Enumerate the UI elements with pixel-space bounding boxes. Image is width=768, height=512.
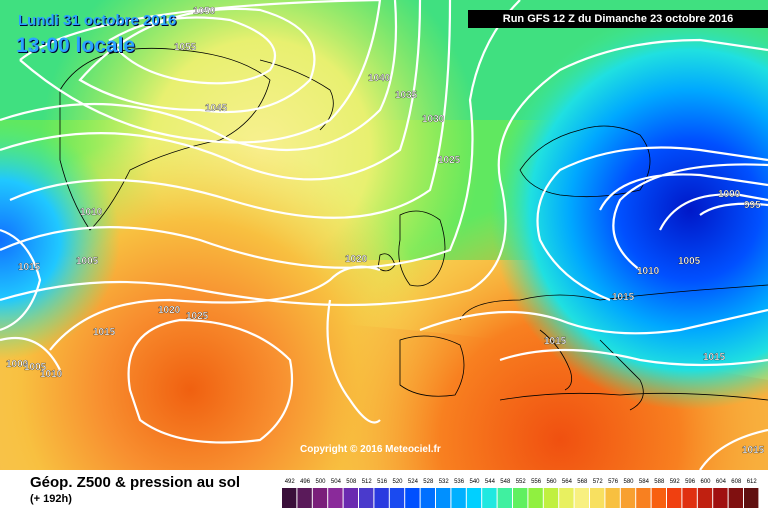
isobar-label: 1050	[193, 6, 216, 17]
scale-swatch	[574, 488, 589, 508]
model-run-label: Run GFS 12 Z du Dimanche 23 octobre 2016	[468, 10, 768, 28]
scale-label: 564	[562, 479, 573, 485]
legend-subtitle: (+ 192h)	[30, 493, 72, 505]
scale-swatch	[297, 488, 312, 508]
scale-label: 572	[593, 479, 604, 485]
scale-swatch	[343, 488, 358, 508]
scale-swatch	[543, 488, 559, 508]
scale-swatch	[682, 488, 697, 508]
forecast-date: Lundi 31 octobre 2016	[18, 12, 177, 29]
scale-swatch	[328, 488, 343, 508]
isobar-label: 1055	[174, 42, 197, 53]
scale-label: 580	[623, 479, 634, 485]
isobar-label: 1045	[205, 103, 228, 114]
scale-label: 592	[670, 479, 681, 485]
scale-label: 492	[285, 479, 296, 485]
scale-swatch	[482, 488, 497, 508]
scale-label: 596	[685, 479, 696, 485]
scale-swatch	[744, 488, 759, 508]
scale-swatch	[513, 488, 528, 508]
weather-map: 1050 1055 1045 1040 1035 1030 1025 1020 …	[0, 0, 768, 470]
scale-label: 600	[700, 479, 711, 485]
scale-label: 544	[485, 479, 496, 485]
scale-label: 568	[577, 479, 588, 485]
copyright-text: Copyright © 2016 Meteociel.fr	[300, 444, 441, 455]
isobar-label: 1005	[678, 256, 701, 267]
scale-swatch	[605, 488, 620, 508]
scale-label: 496	[300, 479, 311, 485]
scale-label: 524	[408, 479, 419, 485]
isobar-label: 1035	[395, 90, 418, 101]
scale-swatch	[497, 488, 512, 508]
color-scale: 492 496 500 504 508 512 516 520 524 528 532 536 540 5…	[282, 479, 759, 508]
scale-swatch	[620, 488, 636, 508]
scale-label: 528	[423, 479, 434, 485]
scale-label: 532	[439, 479, 450, 485]
scale-label: 588	[654, 479, 665, 485]
scale-label: 536	[454, 479, 465, 485]
isobar-label: 1010	[40, 369, 63, 380]
scale-swatch	[651, 488, 666, 508]
forecast-time: 13:00 locale	[16, 34, 136, 57]
isobar-label: 1015	[612, 292, 635, 303]
scale-label: 508	[346, 479, 357, 485]
scale-swatch	[451, 488, 466, 508]
scale-label: 552	[516, 479, 527, 485]
isobar-label: 1015	[742, 445, 765, 456]
scale-swatch	[389, 488, 405, 508]
isobar-label: 995	[744, 200, 761, 211]
scale-label: 584	[639, 479, 650, 485]
isobar-label: 1015	[544, 336, 567, 347]
isobar-label: 1015	[93, 327, 116, 338]
isobar-label: 1010	[80, 207, 103, 218]
scale-swatch	[374, 488, 389, 508]
isobar-label: 1010	[637, 266, 660, 277]
scale-swatch	[420, 488, 435, 508]
scale-swatch	[359, 488, 374, 508]
isobar-label: 1015	[703, 352, 726, 363]
scale-label: 516	[377, 479, 388, 485]
isobar-label: 1015	[18, 262, 41, 273]
scale-swatch	[590, 488, 605, 508]
scale-swatch	[728, 488, 743, 508]
isobar-label: 1030	[422, 114, 445, 125]
isobar-label: 1020	[345, 254, 368, 265]
isobar-label: 1040	[368, 73, 391, 84]
scale-swatch	[636, 488, 651, 508]
scale-label: 512	[362, 479, 373, 485]
scale-label: 608	[731, 479, 742, 485]
scale-label: 520	[392, 479, 403, 485]
scale-swatch	[436, 488, 451, 508]
isobar-label: 1000	[718, 189, 741, 200]
scale-swatch	[312, 488, 328, 508]
isobar-label: 1025	[186, 311, 209, 322]
scale-swatch	[667, 488, 682, 508]
isobar-label: 1025	[438, 155, 461, 166]
scale-swatch	[528, 488, 543, 508]
scale-label: 612	[747, 479, 758, 485]
scale-label: 540	[469, 479, 480, 485]
isobar-label: 1005	[24, 362, 47, 373]
scale-label: 576	[608, 479, 619, 485]
scale-swatch	[405, 488, 420, 508]
scale-label: 504	[331, 479, 342, 485]
scale-swatch	[466, 488, 482, 508]
legend-title: Géop. Z500 & pression au sol	[30, 474, 241, 491]
scale-swatch	[559, 488, 574, 508]
scale-swatch	[282, 488, 297, 508]
scale-label: 548	[500, 479, 511, 485]
isobar-label: 1020	[158, 305, 181, 316]
scale-swatch	[713, 488, 728, 508]
scale-swatch	[697, 488, 713, 508]
scale-label: 604	[716, 479, 727, 485]
isobar-label: 1000	[6, 359, 29, 370]
scale-label: 556	[531, 479, 542, 485]
scale-label: 500	[315, 479, 326, 485]
scale-label: 560	[546, 479, 557, 485]
isobar-label: 1005	[76, 256, 99, 267]
